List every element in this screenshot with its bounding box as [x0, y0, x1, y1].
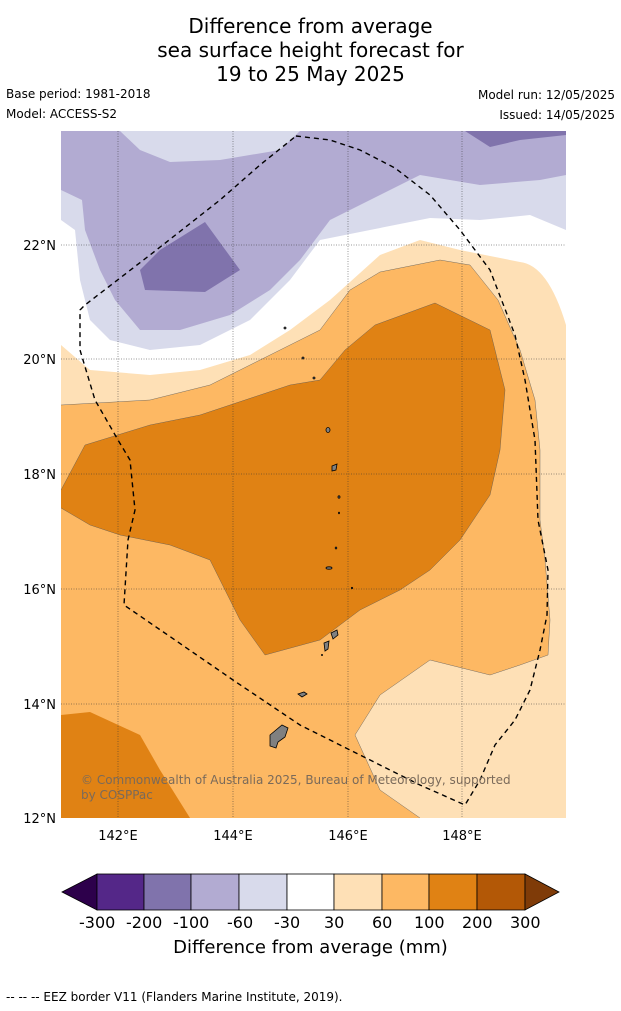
latitude-labels: 22°N 20°N 18°N 16°N 14°N 12°N [23, 239, 56, 827]
colorbar-swatch [381, 873, 430, 911]
lat-label: 12°N [23, 812, 56, 827]
island-guam [269, 724, 289, 749]
sea-level-band-minus-100 [140, 222, 240, 292]
lon-label: 144°E [213, 829, 253, 844]
lon-label: 142°E [98, 829, 138, 844]
colorbar-title: Difference from average (mm) [173, 937, 448, 958]
island [350, 586, 354, 590]
colorbar-tick: -300 [79, 913, 116, 932]
colorbar-extend-high [524, 873, 560, 911]
sea-level-band-minus-100-northeast [465, 131, 566, 147]
mariana-islands [269, 326, 354, 749]
colorbar-swatch [143, 873, 192, 911]
title-line-2: sea surface height forecast for [157, 38, 464, 62]
island [283, 326, 287, 330]
island [337, 495, 341, 499]
issued-label: Issued: 14/05/2025 [499, 108, 615, 122]
colorbar-swatch [333, 873, 383, 911]
colorbar-tick: 300 [510, 913, 541, 932]
lon-label: 146°E [328, 829, 368, 844]
colorbar-tick: -100 [173, 913, 210, 932]
colorbar-tick: 200 [462, 913, 493, 932]
colorbar-swatch [286, 873, 335, 911]
longitude-labels: 142°E 144°E 146°E 148°E [98, 829, 482, 844]
sea-level-band-100-200 [61, 303, 505, 655]
colorbar-swatch [476, 873, 526, 911]
island [320, 654, 323, 657]
sea-level-band-minus-30-north [120, 131, 300, 162]
lat-label: 20°N [23, 353, 56, 368]
title-line-1: Difference from average [188, 14, 433, 38]
contour-lines [61, 259, 551, 818]
lon-label: 148°E [442, 829, 482, 844]
copyright-line-2: by COSPPac [81, 788, 153, 802]
colorbar-swatch [238, 873, 288, 911]
model-label: Model: ACCESS-S2 [6, 107, 118, 121]
lat-label: 14°N [23, 698, 56, 713]
island [337, 511, 340, 515]
colorbar-tick: -200 [126, 913, 163, 932]
colorbar [61, 873, 560, 911]
title-line-3: 19 to 25 May 2025 [216, 62, 405, 86]
map-plot-area: © Commonwealth of Australia 2025, Bureau… [61, 131, 566, 818]
island [297, 691, 308, 698]
island [325, 427, 331, 433]
island [325, 566, 333, 570]
map-gridlines [61, 131, 566, 818]
colorbar-swatch [96, 873, 145, 911]
sea-level-band-100-200-southwest [61, 712, 190, 818]
map-title: Difference from average sea surface heig… [0, 14, 621, 86]
colorbar-extend-low [61, 873, 98, 911]
island [312, 376, 316, 380]
model-run-label: Model run: 12/05/2025 [477, 88, 615, 102]
copyright-line-1: © Commonwealth of Australia 2025, Bureau… [81, 773, 511, 787]
colorbar-swatch [428, 873, 478, 911]
base-period-label: Base period: 1981-2018 [6, 87, 151, 101]
colorbar-tick: 100 [414, 913, 445, 932]
island [301, 356, 305, 360]
island-rota [330, 629, 339, 640]
eez-border-legend: -- -- -- EEZ border V11 (Flanders Marine… [6, 990, 343, 1004]
colorbar-tick: 60 [372, 913, 393, 932]
island [331, 463, 338, 472]
colorbar-tick: 30 [324, 913, 345, 932]
lat-label: 18°N [23, 468, 56, 483]
eez-border [79, 135, 549, 806]
lat-label: 22°N [23, 239, 56, 254]
island [334, 546, 338, 550]
colorbar-swatch [190, 873, 240, 911]
island-saipan [323, 640, 330, 652]
lat-label: 16°N [23, 583, 56, 598]
colorbar-tick: -30 [274, 913, 301, 932]
colorbar-tick: -60 [227, 913, 254, 932]
